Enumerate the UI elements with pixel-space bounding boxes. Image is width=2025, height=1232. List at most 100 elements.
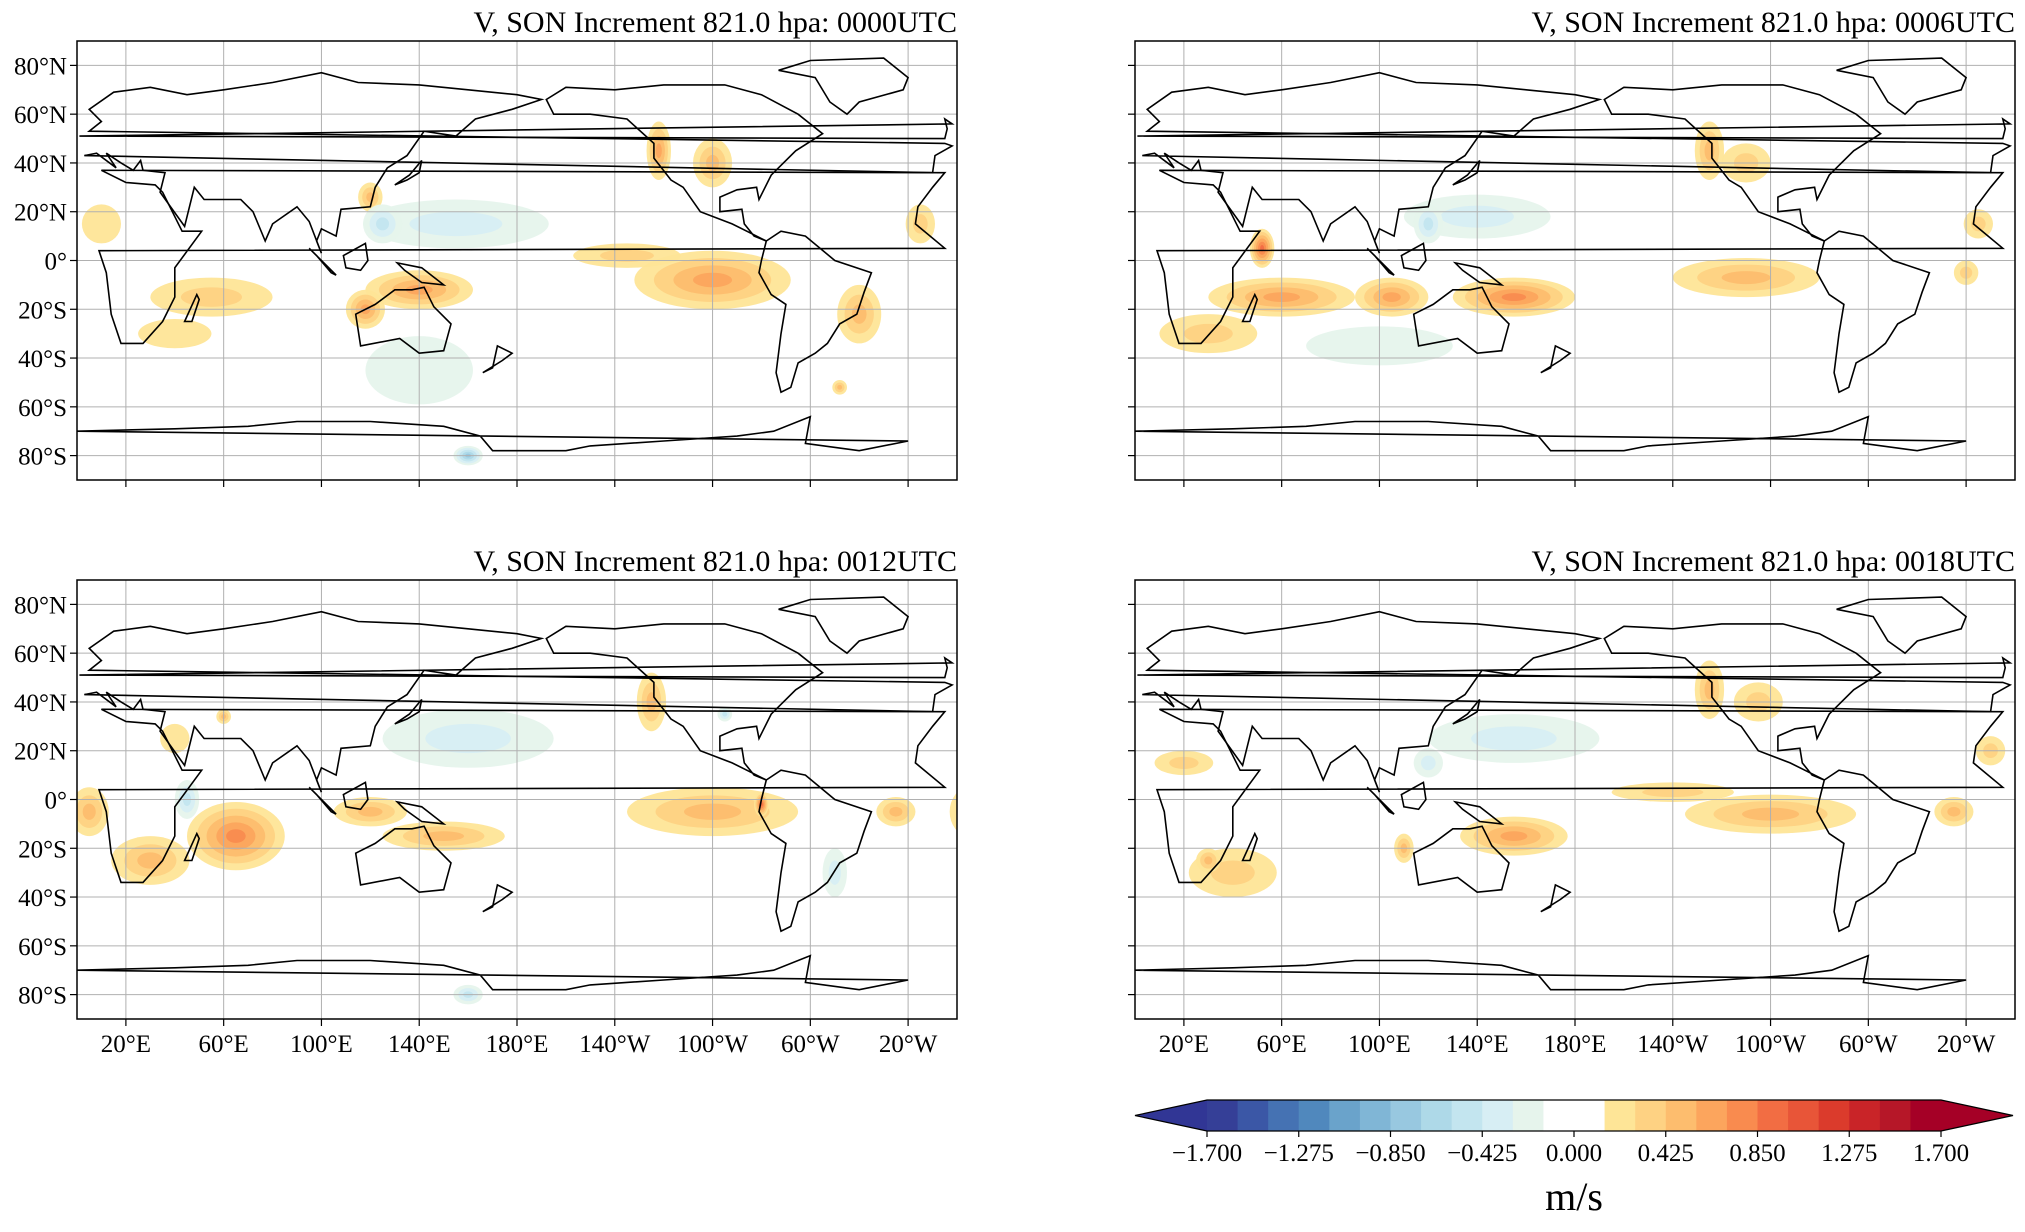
coastline xyxy=(487,248,514,275)
colorbar-tick-label: 0.850 xyxy=(1729,1140,1785,1167)
contour-fill xyxy=(0,285,1,344)
y-tick-label: 80°S xyxy=(18,444,67,471)
contour-fill xyxy=(889,806,903,817)
contour-fill xyxy=(1074,261,1098,285)
contour-fill xyxy=(1040,724,1069,753)
contour-fill xyxy=(9,807,22,817)
coastline xyxy=(778,596,910,655)
y-tick-label: 60°S xyxy=(18,934,67,961)
colorbar-bin xyxy=(1482,1100,1514,1131)
y-tick-label: 60°N xyxy=(14,641,67,668)
coastline xyxy=(1155,169,2006,345)
y-tick-label: 40°N xyxy=(14,151,67,178)
colorbar-bin xyxy=(1329,1100,1361,1131)
contour-fill xyxy=(425,723,511,754)
contour-fill xyxy=(1712,380,1727,395)
colorbar-bin xyxy=(1604,1100,1636,1131)
contour-fill xyxy=(1602,712,1607,717)
x-tick-label: 20°E xyxy=(101,1031,151,1058)
coastline xyxy=(1065,295,1080,322)
colorbar-bin xyxy=(1574,1100,1606,1131)
colorbar-bin xyxy=(1390,1100,1422,1131)
contour-fill xyxy=(1096,736,1125,765)
contour-fill xyxy=(1453,243,1561,267)
coastline xyxy=(394,698,423,725)
contour-fill xyxy=(1096,822,1135,849)
map-panel-3: 20°E 60°E 100°E 140°E 180°E 140°W 100°W 60°W 20°… xyxy=(0,545,1727,1058)
coastline xyxy=(1363,885,1392,912)
coastline xyxy=(1816,769,1931,933)
colorbar-bin xyxy=(1512,1100,1544,1131)
coastline xyxy=(183,292,201,323)
contour-fill xyxy=(160,723,190,754)
contour-fill xyxy=(1059,786,1075,812)
contour-fill xyxy=(1018,319,1091,348)
contour-fill xyxy=(1067,802,1165,870)
contour-fill xyxy=(1382,292,1401,302)
coastline xyxy=(1155,708,2006,884)
coastline xyxy=(545,84,824,242)
contour-fill xyxy=(331,860,375,884)
contour-fill xyxy=(1421,755,1436,771)
contour-fill xyxy=(541,756,556,771)
colorbar-tick-label: −1.700 xyxy=(1172,1140,1242,1167)
coastline xyxy=(79,117,955,140)
coastline xyxy=(308,786,337,815)
coastline xyxy=(77,954,909,991)
contour-fill xyxy=(1721,271,1771,285)
contour-fill xyxy=(1030,278,1152,317)
colorbar-bin xyxy=(1910,1100,1942,1131)
coastline xyxy=(1603,84,1882,242)
y-tick-label: 80°S xyxy=(18,983,67,1010)
contour-fill xyxy=(963,804,976,820)
coastlines xyxy=(487,57,2015,452)
contour-fill xyxy=(0,797,35,826)
panel-title: V, SON Increment 821.0 hpa: 0006UTC xyxy=(1531,6,2015,39)
x-tick-label: 140°W xyxy=(579,1031,650,1058)
x-tick-label: 100°W xyxy=(677,1031,748,1058)
map-panel-4: 20°E 60°E 100°E 140°E 180°E 140°W 100°W 60°W 20°… xyxy=(309,545,2016,1058)
coastline xyxy=(487,787,514,814)
contour-fill xyxy=(622,293,646,301)
contour-fill xyxy=(1703,848,1727,897)
contour-fill xyxy=(180,287,242,307)
contour-fill xyxy=(1732,304,1747,324)
contour-fill xyxy=(991,836,1069,885)
contour-fill xyxy=(1564,804,1621,820)
contour-fill xyxy=(837,384,843,390)
colorbar: −1.700 −1.275 −0.850 −0.425 0.000 0.425 0.850 1… xyxy=(1134,1099,2014,1219)
contour-fill xyxy=(1704,140,1715,161)
coastline xyxy=(521,243,546,270)
contour-fill xyxy=(1704,679,1715,700)
contour-fill xyxy=(423,831,465,841)
contour-fill xyxy=(1004,844,1056,877)
coastlines xyxy=(487,596,2015,991)
coastline xyxy=(957,58,1087,114)
y-tick-label: 0° xyxy=(45,249,68,276)
coastline xyxy=(1400,242,1427,272)
contour-fill xyxy=(1061,802,1087,822)
contour-fill xyxy=(1084,209,1113,238)
contour-fill xyxy=(409,211,503,237)
contour-fill xyxy=(1017,852,1043,868)
coastline xyxy=(937,231,1049,392)
contour-fill xyxy=(820,131,840,170)
y-tick-label: 20°S xyxy=(18,836,67,863)
coastline xyxy=(1639,231,1751,392)
contour-fill xyxy=(722,711,728,717)
coastline xyxy=(1452,261,1505,287)
colorbar-bin xyxy=(1237,1100,1269,1131)
colorbar-bin xyxy=(1451,1100,1483,1131)
colorbar-bin xyxy=(1788,1100,1820,1131)
x-tick-label: 140°W xyxy=(1637,1031,1708,1058)
coastline xyxy=(1241,292,1259,323)
coastline xyxy=(1137,656,2013,679)
coastline xyxy=(2014,969,2015,972)
contour-fill xyxy=(1501,293,1527,301)
colorbar-bin xyxy=(1696,1100,1728,1131)
coastline xyxy=(1135,415,1967,452)
coastline xyxy=(1142,610,2013,793)
coastline xyxy=(1816,230,1931,394)
contour-fill xyxy=(309,848,397,897)
